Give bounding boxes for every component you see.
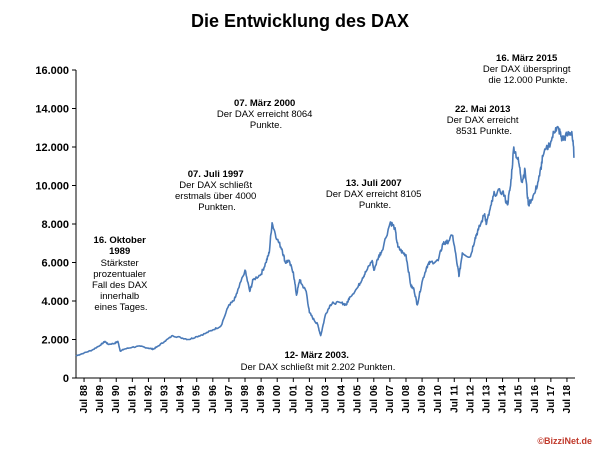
annotation-2000-line: Punkte. [250,120,282,131]
annotation-1989-line: innerhalb [100,291,139,302]
annotation-1989-line: prozentualer [93,269,146,280]
annotation-2003-date: 12- März 2003. [284,350,348,361]
annotation-1989-date: 16. Oktober [94,235,147,246]
x-tick-label: Jul 13 [481,385,492,414]
annotation-1997-date: 07. Juli 1997 [188,169,244,180]
x-tick-label: Jul 05 [353,385,364,414]
annotation-2015: 16. März 2015 Der DAX überspringt die 12… [483,53,573,86]
x-tick-label: Jul 97 [224,385,235,414]
x-tick-label: Jul 92 [143,385,154,414]
annotation-2000-line: Der DAX erreicht 8064 [217,109,313,120]
x-tick-label: Jul 18 [562,385,573,414]
x-tick-label: Jul 15 [514,385,525,414]
x-tick-label: Jul 94 [176,385,187,414]
x-tick-label: Jul 14 [498,385,509,414]
x-tick-label: Jul 03 [321,385,332,414]
x-tick-label: Jul 88 [79,385,90,414]
x-tick-label: Jul 90 [111,385,122,414]
x-tick-label: Jul 12 [465,385,476,414]
annotation-1989-date-year: 1989 [109,246,130,257]
annotation-2013-line: 8531 Punkte. [456,126,512,137]
x-tick-label: Jul 06 [369,385,380,414]
annotation-2007-line: Punkte. [359,200,391,211]
annotation-2015-line: Der DAX überspringt [483,64,571,75]
annotation-2007-date: 13. Juli 2007 [346,178,402,189]
y-tick-label: 8.000 [41,219,69,231]
y-tick-label: 6.000 [41,258,69,270]
annotation-2013-date: 22. Mai 2013 [455,104,510,115]
x-tick-label: Jul 10 [433,385,444,414]
x-tick-label: Jul 00 [272,385,283,414]
x-tick-label: Jul 99 [256,385,267,414]
annotation-2000-date: 07. März 2000 [234,98,295,109]
x-tick-label: Jul 16 [530,385,541,414]
chart-title: Die Entwicklung des DAX [191,11,409,31]
series-group [75,125,575,357]
x-tick-label: Jul 08 [401,385,412,414]
x-axis: Jul 88 Jul 89 Jul 90 Jul 91 Jul 92 Jul 93 Jul … [76,377,575,414]
x-tick-label: Jul 95 [192,385,203,414]
x-tick-label: Jul 11 [449,385,460,413]
y-axis: 0 2.000 4.000 6.000 8.000 10.000 12.000 14.000 1… [35,65,77,385]
annotation-2007: 13. Juli 2007 Der DAX erreicht 8105 Punk… [326,178,424,211]
x-tick-label: Jul 04 [337,385,348,414]
annotation-2013-line: Der DAX erreicht [447,115,519,126]
annotation-2000: 07. März 2000 Der DAX erreicht 8064 Punk… [217,98,315,131]
annotation-1989-line: eines Tages. [94,302,147,313]
x-tick-label: Jul 17 [546,385,557,414]
y-tick-label: 14.000 [35,104,69,116]
x-tick-label: Jul 96 [208,385,219,414]
dax-series-line [75,125,575,357]
annotation-1997-line: Punkten. [198,202,236,213]
x-tick-label: Jul 98 [240,385,251,414]
y-tick-label: 10.000 [35,181,69,193]
x-tick-label: Jul 91 [127,385,138,414]
y-tick-label: 4.000 [41,296,69,308]
y-tick-label: 16.000 [35,65,69,77]
x-tick-label: Jul 07 [385,385,396,414]
y-tick-label: 2.000 [41,335,69,347]
annotation-1997: 07. Juli 1997 Der DAX schließt erstmals … [175,169,259,213]
annotation-1997-line: erstmals über 4000 [175,191,256,202]
annotation-2003-line: Der DAX schließt mit 2.202 Punkten. [241,362,396,373]
annotation-1989: 16. Oktober 1989 Stärkster prozentualer … [92,235,150,313]
annotation-1989-line: Fall des DAX [92,280,148,291]
annotation-2015-date: 16. März 2015 [496,53,558,64]
annotation-2015-line: die 12.000 Punkte. [488,75,567,86]
x-tick-label: Jul 09 [417,385,428,414]
annotation-2007-line: Der DAX erreicht 8105 [326,189,422,200]
x-tick-label: Jul 01 [288,385,299,414]
annotation-1989-line: Stärkster [101,258,139,269]
x-tick-label: Jul 89 [95,385,106,414]
credit-label: ©BizziNet.de [537,436,592,446]
annotation-2013: 22. Mai 2013 Der DAX erreicht 8531 Punkt… [447,104,521,137]
y-tick-label: 0 [63,373,69,385]
annotation-1997-line: Der DAX schließt [179,180,252,191]
x-tick-label: Jul 93 [160,385,171,414]
y-tick-label: 12.000 [35,142,69,154]
x-tick-label: Jul 02 [304,385,315,414]
annotation-2003: 12- März 2003. Der DAX schließt mit 2.20… [241,350,396,373]
